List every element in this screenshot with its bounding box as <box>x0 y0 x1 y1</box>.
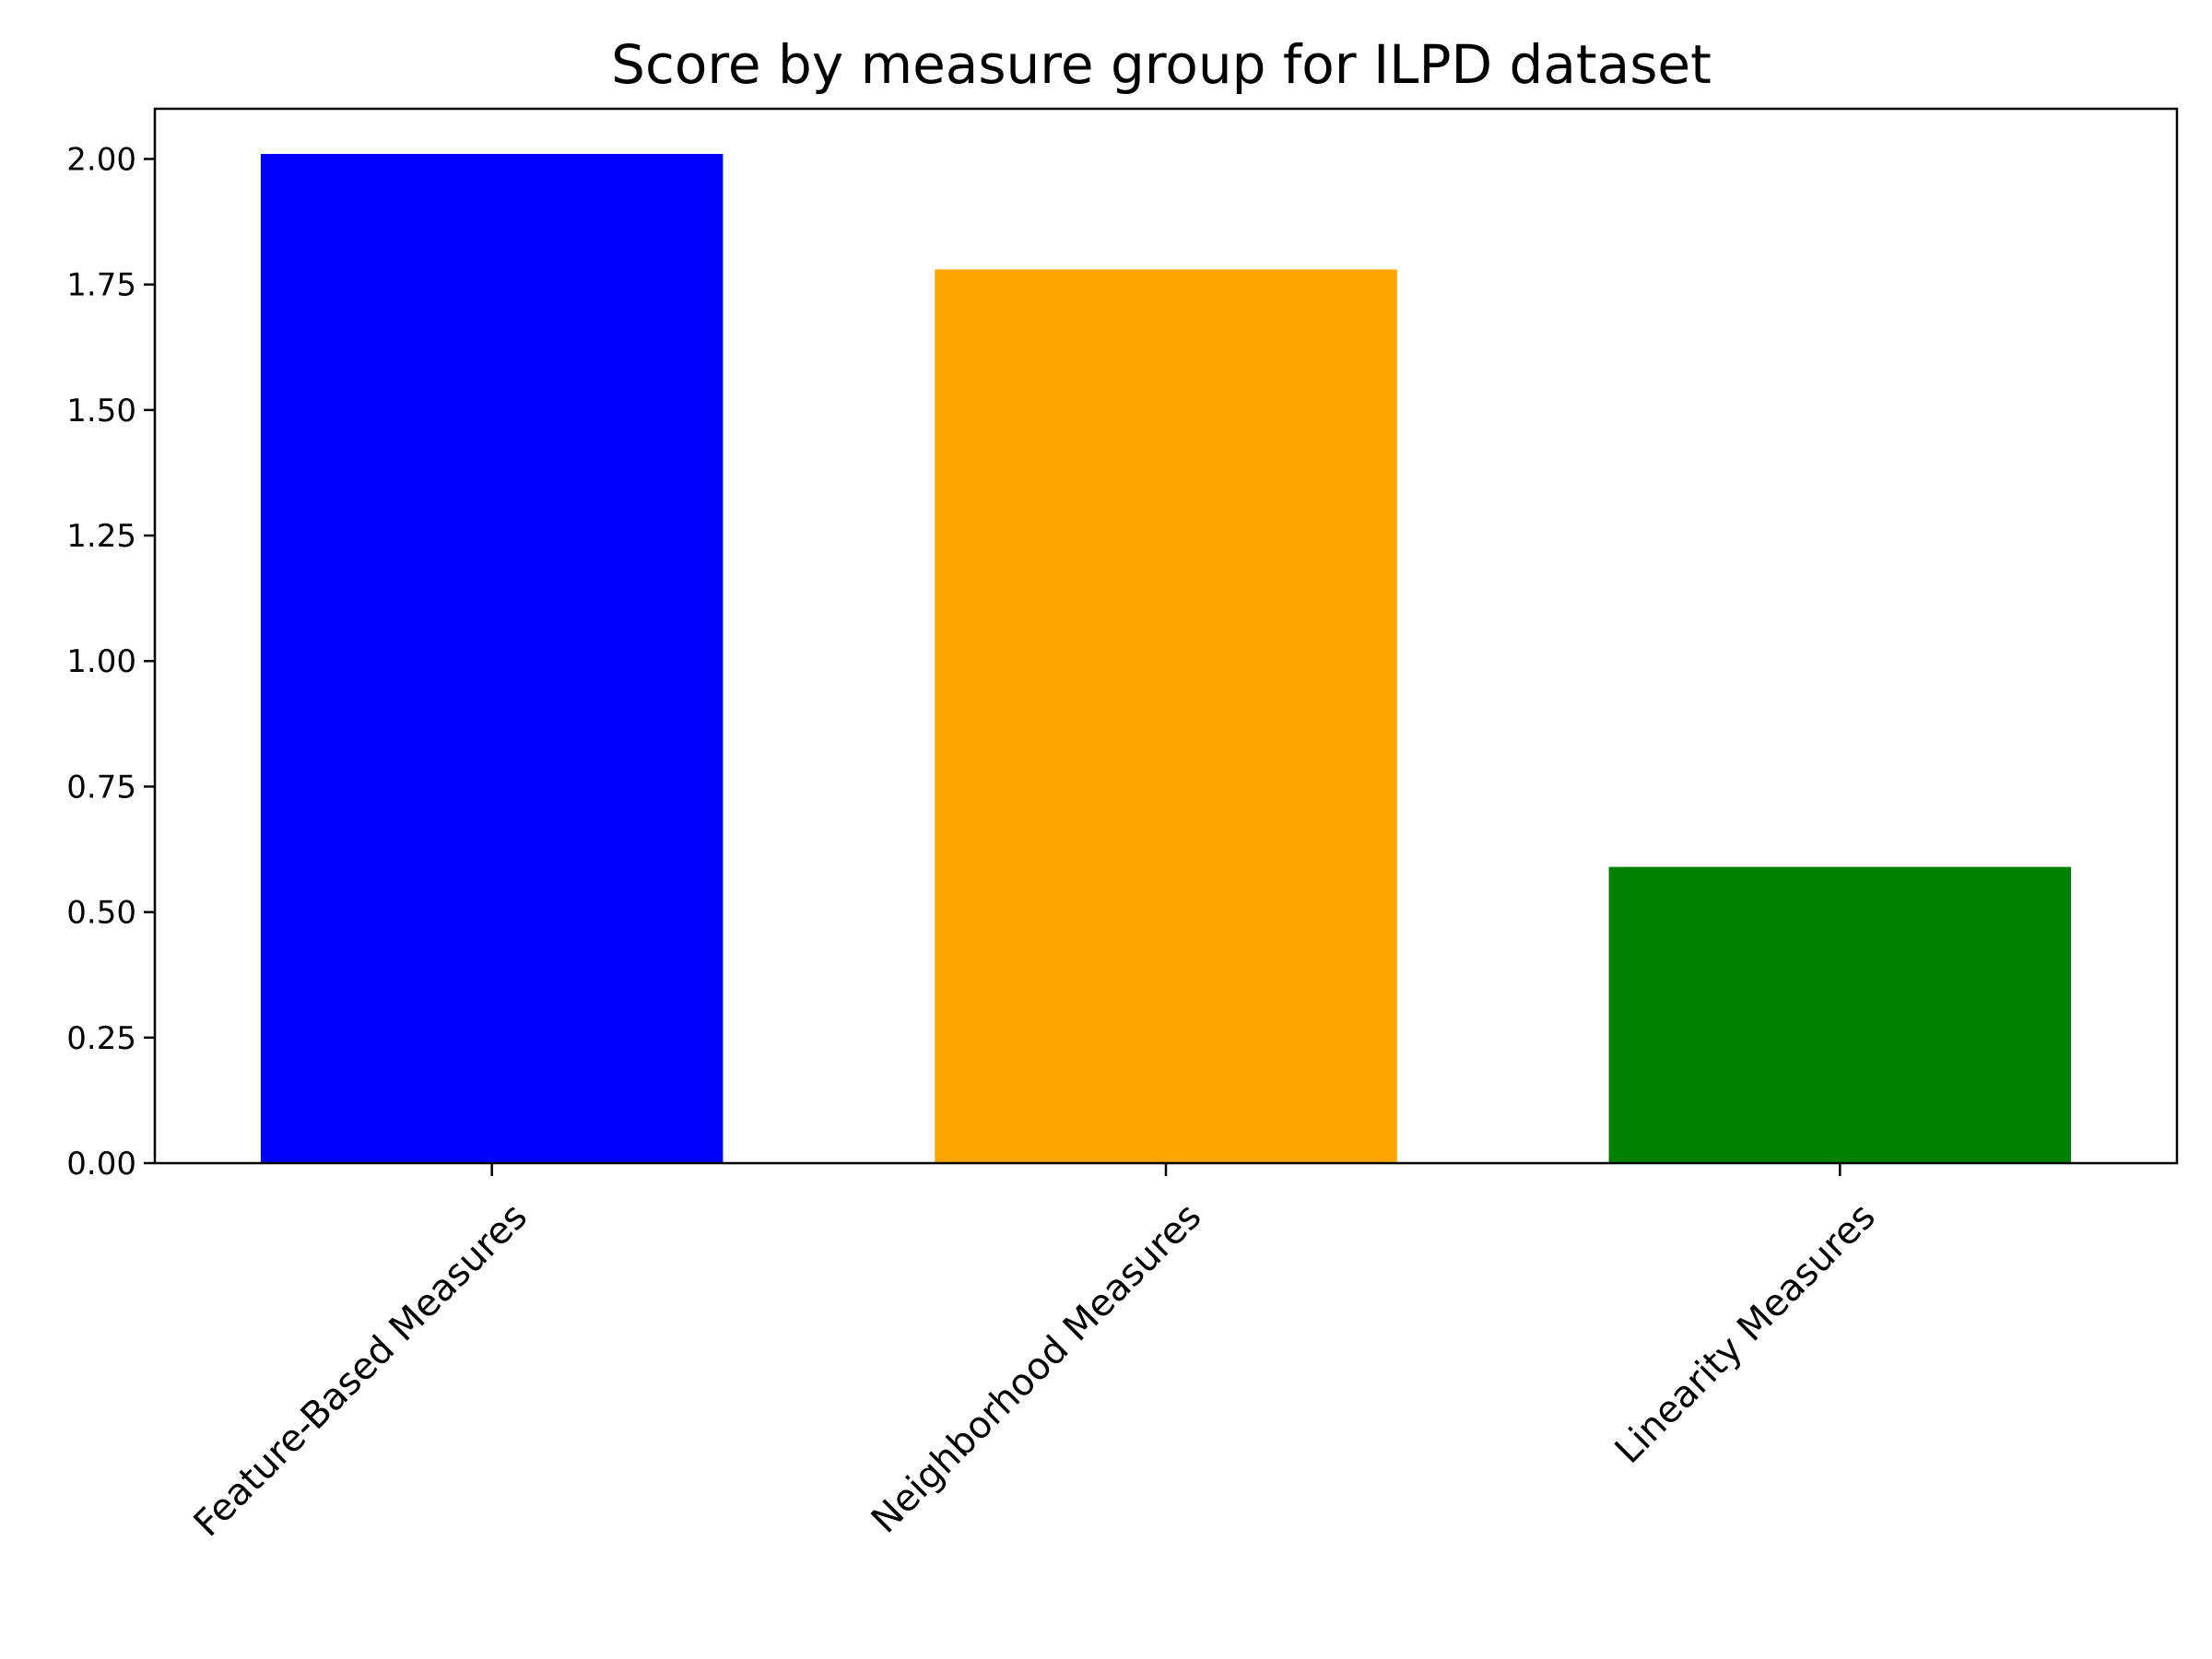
chart-title: Score by measure group for ILPD dataset <box>611 33 1712 96</box>
bar-1 <box>260 154 724 1163</box>
plot-frame <box>153 107 2179 1165</box>
bar-2 <box>935 269 1397 1163</box>
bar-3 <box>1608 866 2072 1163</box>
y-tick-label: 0.25 <box>66 1020 136 1057</box>
y-axis: 0.00 0.25 0.50 0.75 1.00 1.25 1.50 1.75 2.00 <box>66 141 155 1182</box>
y-tick-label: 1.75 <box>66 267 136 304</box>
x-axis: Feature-Based Measures Neighborhood Measu… <box>186 1163 1884 1545</box>
bars-group <box>260 154 2072 1163</box>
y-tick-label: 1.00 <box>66 643 136 680</box>
y-tick-label: 1.50 <box>66 393 136 429</box>
x-tick-label: Feature-Based Measures <box>186 1195 535 1545</box>
x-tick-label: Neighborhood Measures <box>864 1195 1210 1542</box>
x-tick-label: Linearity Measures <box>1607 1195 1884 1472</box>
y-tick-label: 0.50 <box>66 895 136 932</box>
y-tick-label: 1.25 <box>66 518 136 555</box>
y-tick-label: 0.00 <box>66 1146 136 1182</box>
y-tick-label: 0.75 <box>66 769 136 806</box>
y-tick-label: 2.00 <box>66 141 136 178</box>
